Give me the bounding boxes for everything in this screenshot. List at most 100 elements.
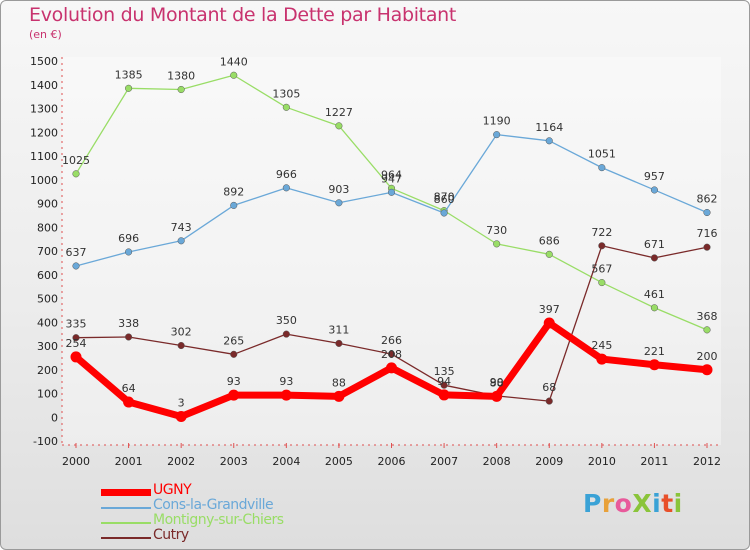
data-point — [438, 389, 450, 401]
data-point — [230, 201, 238, 209]
plot-area — [62, 57, 721, 445]
x-tick-label: 2009 — [535, 455, 563, 468]
data-point — [543, 317, 555, 329]
x-tick-label: 2008 — [483, 455, 511, 468]
x-tick-label: 2001 — [115, 455, 143, 468]
data-label: 892 — [223, 185, 244, 198]
data-label: 743 — [171, 221, 192, 234]
data-point — [177, 341, 185, 350]
x-tick-label: 2010 — [588, 455, 616, 468]
data-label: 671 — [644, 238, 665, 251]
data-point — [333, 390, 345, 402]
data-point — [598, 242, 606, 250]
proxiti-logo: ProXiti — [583, 489, 683, 518]
y-tick-label: 500 — [37, 293, 58, 306]
y-tick-label: 400 — [37, 316, 58, 329]
data-label: 966 — [276, 168, 297, 181]
x-tick-label: 2003 — [220, 455, 248, 468]
data-label: 397 — [539, 303, 560, 316]
legend-swatch — [101, 537, 151, 539]
data-point — [440, 381, 448, 389]
data-label: 947 — [381, 172, 402, 185]
y-tick-label: -100 — [33, 435, 58, 448]
y-tick-label: 700 — [37, 245, 58, 258]
data-label: 1380 — [167, 70, 195, 83]
data-point — [335, 122, 343, 130]
x-tick-label: 2000 — [62, 455, 90, 468]
data-label: 1190 — [483, 115, 511, 128]
data-label: 88 — [332, 376, 346, 389]
data-point — [440, 209, 448, 217]
chart-title: Evolution du Montant de la Dette par Hab… — [29, 4, 457, 26]
data-label: 461 — [644, 288, 665, 301]
data-label: 338 — [118, 317, 139, 330]
data-label: 368 — [697, 310, 718, 323]
y-tick-label: 1300 — [30, 103, 58, 116]
x-tick-label: 2007 — [430, 455, 458, 468]
data-label: 1385 — [115, 68, 143, 81]
data-label: 93 — [279, 375, 293, 388]
data-point — [230, 350, 238, 358]
x-tick-label: 2004 — [272, 455, 300, 468]
data-label: 254 — [66, 337, 87, 350]
legend-swatch — [101, 489, 151, 496]
data-point — [177, 85, 185, 94]
data-point — [123, 396, 135, 408]
data-label: 135 — [434, 365, 455, 378]
data-point — [230, 71, 238, 79]
data-label: 221 — [644, 345, 665, 358]
data-point — [650, 186, 658, 194]
data-point — [701, 364, 713, 376]
legend-label: Cons-la-Grandville — [153, 497, 274, 513]
data-label: 870 — [434, 191, 455, 204]
x-tick-label: 2011 — [640, 455, 668, 468]
data-point — [387, 350, 396, 358]
data-point — [282, 330, 290, 338]
x-tick-label: 2002 — [167, 455, 195, 468]
data-label: 94 — [437, 375, 451, 388]
data-point — [282, 103, 290, 111]
y-tick-label: 1000 — [30, 174, 58, 187]
data-point — [598, 279, 606, 287]
data-point — [387, 188, 396, 196]
y-tick-label: 900 — [37, 198, 58, 211]
data-point — [596, 353, 608, 365]
data-label: 1305 — [272, 87, 300, 100]
data-label: 637 — [66, 246, 87, 259]
data-label: 335 — [66, 318, 87, 331]
data-point — [280, 389, 292, 401]
data-point — [598, 164, 606, 172]
data-point — [335, 199, 343, 207]
y-tick-label: 300 — [37, 340, 58, 353]
data-point — [125, 248, 133, 256]
data-label: 266 — [381, 334, 402, 347]
data-point — [335, 339, 343, 347]
data-label: 90 — [490, 376, 504, 389]
data-label: 1227 — [325, 106, 353, 119]
x-tick-label: 2012 — [693, 455, 721, 468]
chart-subtitle: (en €) — [29, 28, 62, 41]
data-label: 686 — [539, 234, 560, 247]
data-point — [386, 362, 397, 374]
data-point — [228, 389, 240, 401]
data-point — [650, 304, 658, 312]
legend-swatch — [101, 522, 151, 524]
y-tick-label: 600 — [37, 269, 58, 282]
data-point — [703, 326, 711, 334]
y-tick-label: 0 — [51, 411, 58, 424]
data-point — [545, 137, 553, 145]
legend-label: Cutry — [153, 527, 189, 543]
data-point — [491, 390, 503, 402]
data-label: 350 — [276, 314, 297, 327]
y-tick-label: 1100 — [30, 150, 58, 163]
y-tick-label: 200 — [37, 364, 58, 377]
y-tick-label: 800 — [37, 221, 58, 234]
data-point — [493, 131, 501, 139]
data-point — [650, 254, 658, 262]
y-tick-label: 100 — [37, 388, 58, 401]
data-point — [72, 334, 80, 342]
data-label: 265 — [223, 334, 244, 347]
data-point — [703, 208, 711, 217]
data-label: 1164 — [535, 121, 563, 134]
